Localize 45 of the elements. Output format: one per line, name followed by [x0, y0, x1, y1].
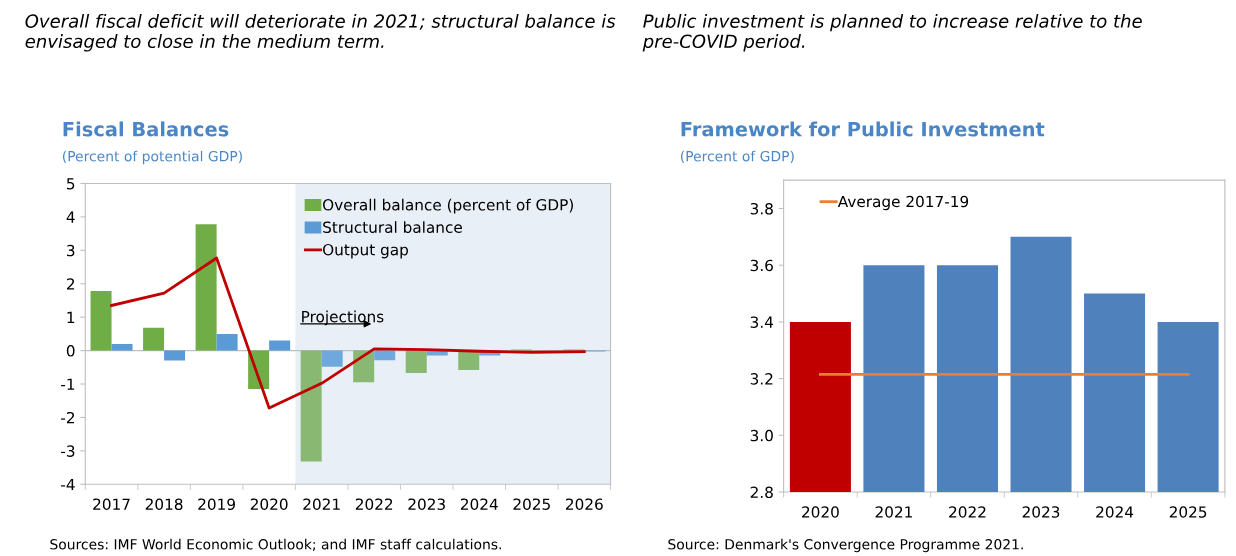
x-tick-label: 2021 — [303, 498, 340, 510]
y-tick-label: 2 — [66, 278, 75, 290]
x-tick-label: 2023 — [408, 498, 445, 510]
band-label: Projections — [302, 310, 384, 326]
y-tick-label: 3.2 — [750, 373, 773, 385]
x-tick-label: 2020 — [250, 498, 288, 510]
y-tick-label: 0 — [66, 345, 75, 357]
legend-label: Output gap — [323, 243, 408, 259]
y-tick-label: 3 — [67, 244, 75, 257]
x-tick-label: 2018 — [145, 498, 183, 510]
source-note: Sources: IMF World Economic Outlook; and IMF staff calculations. — [50, 538, 501, 551]
x-tick-label: 2021 — [875, 506, 912, 518]
y-tick-label: -1 — [61, 378, 75, 390]
x-tick-label: 2023 — [1022, 506, 1060, 518]
x-tick-label: 2026 — [566, 498, 603, 510]
chart-title: Fiscal Balances — [63, 121, 229, 137]
x-tick-label: 2025 — [513, 498, 550, 510]
y-tick-label: 3.0 — [750, 429, 773, 442]
y-tick-label: -3 — [61, 445, 75, 457]
legend-label: Structural balance — [323, 221, 462, 234]
chart-subtitle: (Percent of GDP) — [680, 150, 794, 164]
x-tick-label: 2024 — [460, 498, 498, 510]
x-tick-label: 2019 — [198, 498, 235, 510]
y-tick-label: -4 — [61, 478, 75, 491]
x-tick-label: 2022 — [949, 506, 986, 518]
source-note: Source: Denmark's Convergence Programme 2021. — [668, 538, 1023, 553]
x-tick-label: 2017 — [93, 498, 130, 510]
y-tick-label: -2 — [61, 411, 75, 424]
chart-title: Framework for Public Investment — [681, 121, 1045, 137]
legend-label: Overall balance (percent of GDP) — [323, 198, 573, 214]
y-tick-label: 3.6 — [750, 259, 773, 272]
text: Overall fiscal deficit will deteriorate in 2021; structural balance is envisaged to close in the medium term. — [25, 13, 616, 52]
legend-label: Average 2017-19 — [837, 195, 969, 211]
x-tick-label: 2024 — [1096, 506, 1134, 518]
y-tick-label: 2.8 — [750, 486, 773, 499]
y-tick-label: 5 — [67, 178, 75, 190]
text: Public investment is planned to increase relative to the pre-COVID period. — [642, 13, 1142, 52]
x-tick-label: 2022 — [355, 498, 393, 510]
y-tick-label: 1 — [67, 311, 75, 323]
chart-subtitle: (Percent of potential GDP) — [62, 150, 242, 165]
y-tick-label: 4 — [66, 211, 75, 223]
x-tick-label: 2020 — [802, 506, 839, 518]
y-tick-label: 3.4 — [750, 316, 774, 328]
x-tick-label: 2025 — [1169, 506, 1207, 518]
y-tick-label: 3.8 — [750, 202, 773, 215]
